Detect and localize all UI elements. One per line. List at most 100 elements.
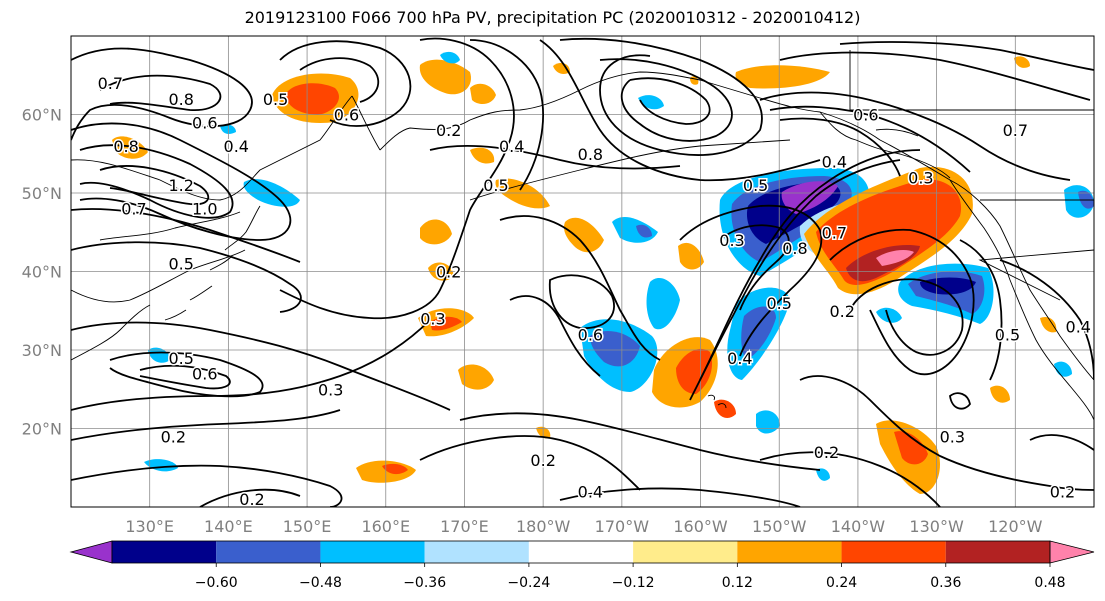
contour-label: 0.8 <box>782 239 807 258</box>
longitude-label: 170°W <box>595 517 650 536</box>
pv-contour <box>71 409 341 441</box>
coastline-hawaii <box>707 394 727 409</box>
latitude-labels: 60°N 50°N 40°N 30°N 20°N <box>22 106 62 439</box>
pv-contour <box>499 215 661 361</box>
contour-label: 0.2 <box>829 302 854 321</box>
pv-contour <box>429 145 681 170</box>
contour-label: 0.2 <box>1050 482 1075 501</box>
precip-region <box>676 348 713 394</box>
colorbar-segment <box>216 541 321 563</box>
contour-label: 0.4 <box>578 482 603 501</box>
colorbar-segment <box>945 541 1050 563</box>
pv-contour <box>559 37 763 156</box>
contour-label: 0.2 <box>436 263 461 282</box>
pv-contour <box>759 451 941 507</box>
latitude-label: 60°N <box>22 106 62 125</box>
contour-label: 0.6 <box>192 365 217 384</box>
contour-label: 0.4 <box>1066 317 1091 336</box>
contour-label: 0.8 <box>168 90 193 109</box>
precip-region <box>741 306 776 360</box>
longitude-label: 140°E <box>204 517 253 536</box>
colorbar-extend-low <box>69 540 113 564</box>
latitude-label: 20°N <box>22 420 62 439</box>
contour-label: 0.5 <box>263 90 288 109</box>
coastline-north-america <box>949 179 1094 421</box>
pv-contour <box>139 364 231 390</box>
pv-contour <box>719 224 790 311</box>
contour-label: 0.7 <box>121 200 146 219</box>
precip-region <box>920 277 976 295</box>
colorbar-segment <box>841 541 946 563</box>
contour-label: 0.4 <box>499 137 524 156</box>
longitude-label: 170°E <box>440 517 489 536</box>
contour-label: 0.3 <box>940 427 965 446</box>
colorbar-tick-label: 0.24 <box>826 575 857 591</box>
pv-contour <box>109 351 264 398</box>
contour-label: 0.6 <box>578 325 603 344</box>
coastline-asia <box>71 71 1094 381</box>
colorbar-tick-label: 0.36 <box>930 575 961 591</box>
colorbar-tick-label: −0.60 <box>195 575 238 591</box>
pv-contour <box>299 57 380 103</box>
contour-label: 0.2 <box>530 451 555 470</box>
coastline-alaska <box>819 111 951 179</box>
contour-label: 0.3 <box>420 310 445 329</box>
colorbar-tick-label: −0.12 <box>612 575 655 591</box>
pv-contour <box>539 39 821 182</box>
longitude-label: 150°E <box>283 517 332 536</box>
map-content: 0.70.80.60.50.60.8 0.41.20.7 1.00.50.20.4 0… <box>71 36 1094 507</box>
coastline-aleutian <box>469 139 791 201</box>
pv-contour <box>71 321 451 411</box>
pv-contour <box>679 204 823 357</box>
map-frame <box>70 35 1095 508</box>
pv-contour <box>71 47 253 141</box>
pv-contour <box>699 149 921 381</box>
colorbar-tick-label: −0.24 <box>507 575 550 591</box>
pv-contour <box>469 39 544 191</box>
colorbar-frame <box>111 540 1051 564</box>
contour-label: 0.2 <box>814 443 839 462</box>
pv-contour <box>509 295 601 377</box>
precip-region <box>420 219 452 245</box>
colorbar-tick-label: 0.48 <box>1034 575 1065 591</box>
precip-region <box>382 463 408 475</box>
contour-labels: 0.70.80.60.50.60.8 0.41.20.7 1.00.50.20.4 0… <box>96 73 1092 507</box>
pv-contour <box>199 488 301 507</box>
contour-label: 0.5 <box>483 176 508 195</box>
precip-region <box>876 307 902 323</box>
pv-contour <box>799 375 1094 491</box>
longitude-label: 130°E <box>125 517 174 536</box>
precip-region <box>590 331 640 367</box>
precip-region <box>470 147 495 164</box>
contour-label: 0.4 <box>727 349 752 368</box>
coastlines <box>71 50 1094 421</box>
precip-region <box>816 468 830 481</box>
contour-label: 0.5 <box>743 176 768 195</box>
colorbar-segment <box>112 541 217 563</box>
longitude-labels: 130°E 140°E 150°E 160°E 170°E 180°W 170°W 160°W… <box>125 517 1042 536</box>
contour-label: 0.7 <box>822 223 847 242</box>
precip-region <box>285 83 339 115</box>
pv-contour <box>949 392 971 410</box>
precip-region <box>756 410 780 434</box>
contour-label: 0.3 <box>719 231 744 250</box>
longitude-label: 140°W <box>831 517 886 536</box>
pv-contour <box>419 435 641 491</box>
latitude-label: 40°N <box>22 263 62 282</box>
precip-region <box>430 316 462 331</box>
precip-region <box>148 347 170 363</box>
colorbar-ticks: −0.60 −0.48 −0.36 −0.24 −0.12 0.12 0.24 0.36 0.4… <box>195 563 1066 591</box>
pv-contour <box>71 464 343 507</box>
contour-label: 0.8 <box>578 145 603 164</box>
contour-label: 0.5 <box>995 325 1020 344</box>
pv-contour <box>759 91 1071 181</box>
coastline-japan <box>164 205 261 321</box>
pv-contour <box>99 165 210 206</box>
contour-label: 0.4 <box>822 153 847 172</box>
pv-contour <box>71 319 431 411</box>
pv-contour <box>1029 434 1094 451</box>
pv-contours <box>71 37 1094 507</box>
precip-region <box>564 217 604 253</box>
longitude-label: 150°W <box>752 517 807 536</box>
